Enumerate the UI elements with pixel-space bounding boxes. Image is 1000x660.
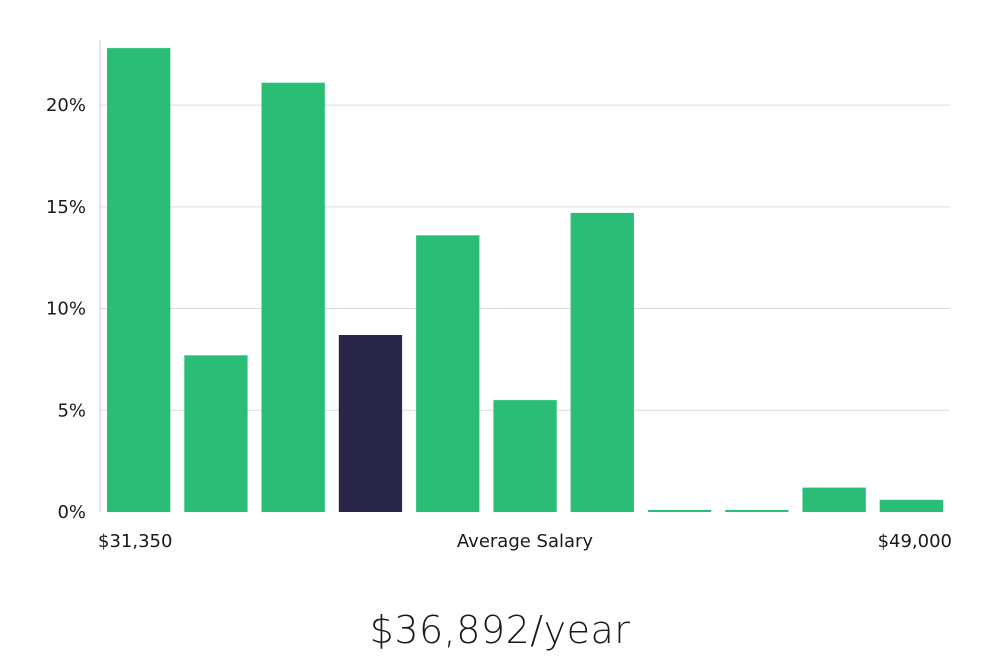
salary-bar	[802, 487, 866, 512]
y-tick-label: 0%	[57, 502, 86, 523]
salary-bar	[879, 499, 943, 512]
salary-bar	[184, 355, 248, 512]
salary-bar	[725, 510, 789, 512]
bars	[107, 48, 943, 513]
x-axis-title: Average Salary	[457, 531, 594, 552]
salary-bar	[570, 212, 634, 512]
y-tick-label: 10%	[46, 299, 86, 320]
salary-bar	[647, 510, 712, 512]
highlighted-salary-bar	[338, 335, 403, 512]
salary-bar	[107, 48, 171, 512]
y-tick-label: 15%	[46, 197, 86, 218]
salary-bar	[493, 400, 557, 512]
y-tick-label: 5%	[57, 400, 86, 421]
x-axis-max-label: $49,000	[878, 531, 952, 552]
salary-bar	[416, 235, 480, 513]
salary-bar	[261, 82, 325, 512]
y-axis-ticks: 0% 5% 10% 15% 20%	[46, 95, 86, 523]
x-axis-min-label: $31,350	[98, 531, 172, 552]
y-tick-label: 20%	[46, 95, 86, 116]
average-salary-headline: $36,892/year	[369, 608, 631, 652]
salary-distribution-chart: 0% 5% 10% 15% 20% $31,350 Average Salary $49…	[46, 40, 952, 552]
